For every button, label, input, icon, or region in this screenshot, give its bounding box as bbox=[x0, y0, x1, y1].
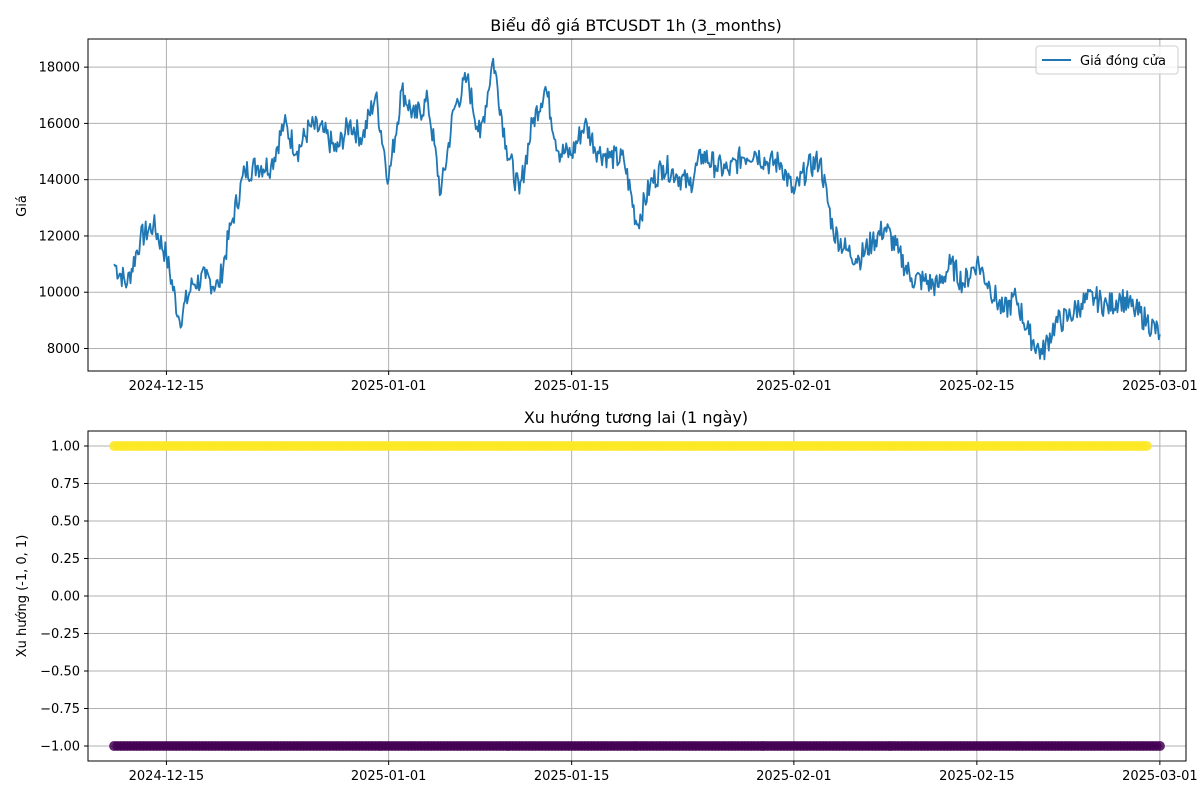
y-tick-label: 16000 bbox=[39, 117, 80, 132]
x-tick-label: 2025-03-01 bbox=[1122, 379, 1198, 394]
x-tick-label: 2024-12-15 bbox=[129, 379, 205, 394]
y-tick-label: 0.00 bbox=[51, 590, 80, 605]
trend-chart-title: Xu hướng tương lai (1 ngày) bbox=[524, 408, 748, 427]
x-tick-label: 2025-01-01 bbox=[351, 379, 427, 394]
price-chart-plot-area bbox=[113, 57, 1161, 361]
y-tick-label: 0.50 bbox=[51, 515, 80, 530]
x-tick-label: 2025-02-01 bbox=[756, 769, 832, 784]
price-chart-y-axis-label: Giá bbox=[15, 195, 30, 217]
x-tick-label: 2024-12-15 bbox=[129, 769, 205, 784]
y-tick-label: 0.25 bbox=[51, 552, 80, 567]
y-tick-label: 18000 bbox=[39, 61, 80, 76]
trend-chart-x-ticks: 2024-12-15 2025-01-01 2025-01-15 2025-02-01… bbox=[129, 761, 1198, 784]
price-chart-grid bbox=[88, 39, 1186, 371]
y-tick-label: 0.75 bbox=[51, 477, 80, 492]
y-tick-label: 1.00 bbox=[51, 440, 80, 455]
x-tick-label: 2025-01-15 bbox=[534, 379, 610, 394]
y-tick-label: 8000 bbox=[47, 342, 80, 357]
legend-box bbox=[1035, 45, 1179, 75]
price-chart-y-ticks: 8000 10000 12000 14000 16000 18000 bbox=[39, 61, 88, 357]
price-chart-legend: Giá đóng cửa bbox=[1035, 45, 1179, 75]
y-tick-label: 14000 bbox=[39, 173, 80, 188]
trend-chart-plot-area bbox=[109, 441, 1165, 751]
price-chart-x-ticks: 2024-12-15 2025-01-01 2025-01-15 2025-02-01… bbox=[129, 371, 1198, 394]
y-tick-label: −1.00 bbox=[40, 740, 80, 755]
price-series-line bbox=[113, 57, 1161, 361]
trend-chart-y-axis-label: Xu hướng (-1, 0, 1) bbox=[15, 535, 30, 658]
y-tick-label: 10000 bbox=[39, 286, 80, 301]
y-tick-label: −0.50 bbox=[40, 665, 80, 680]
x-tick-label: 2025-03-01 bbox=[1122, 769, 1198, 784]
x-tick-label: 2025-02-01 bbox=[756, 379, 832, 394]
y-tick-label: −0.75 bbox=[40, 702, 80, 717]
trend-point-down bbox=[1154, 741, 1165, 751]
price-chart-title: Biểu đồ giá BTCUSDT 1h (3_months) bbox=[490, 16, 781, 36]
price-chart-frame bbox=[87, 38, 1187, 372]
trend-chart-grid bbox=[88, 431, 1186, 761]
trend-chart-frame bbox=[87, 430, 1187, 762]
price-chart: Biểu đồ giá BTCUSDT 1h (3_months) 2024-1… bbox=[15, 16, 1198, 394]
y-tick-label: −0.25 bbox=[40, 627, 80, 642]
x-tick-label: 2025-02-15 bbox=[939, 769, 1015, 784]
x-tick-label: 2025-02-15 bbox=[939, 379, 1015, 394]
trend-chart-y-ticks: −1.00 −0.75 −0.50 −0.25 0.00 0.25 0.50 0.75 1.00 bbox=[40, 440, 88, 755]
legend-label: Giá đóng cửa bbox=[1080, 54, 1166, 69]
trend-point-up bbox=[1141, 441, 1152, 451]
trend-chart: Xu hướng tương lai (1 ngày) 2024-12-15 20… bbox=[15, 408, 1198, 784]
y-tick-label: 12000 bbox=[39, 229, 80, 244]
x-tick-label: 2025-01-15 bbox=[534, 769, 610, 784]
x-tick-label: 2025-01-01 bbox=[351, 769, 427, 784]
